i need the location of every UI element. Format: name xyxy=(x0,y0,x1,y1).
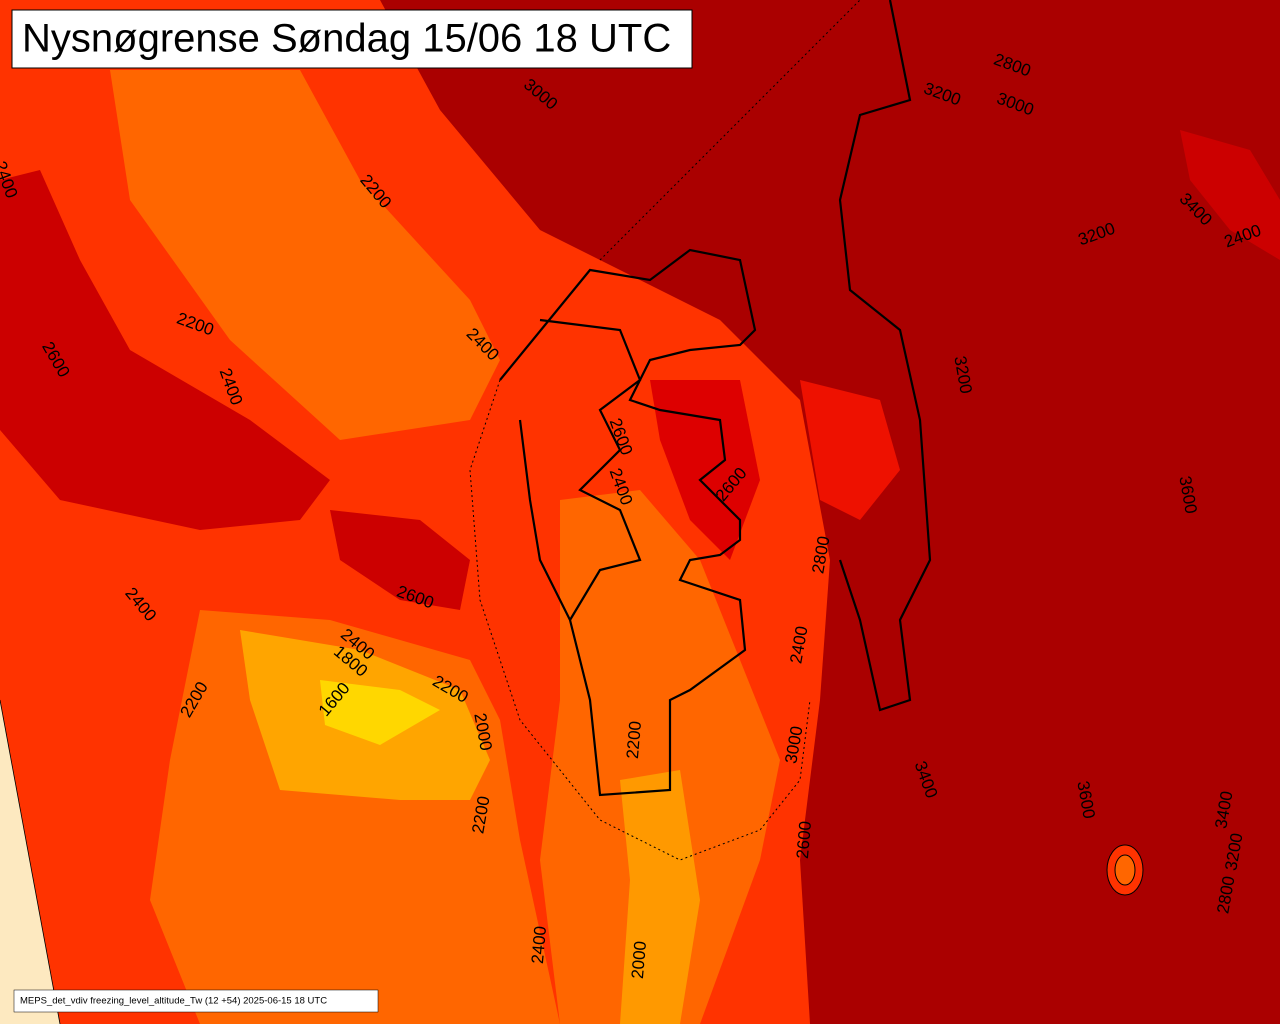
map-title: Nysnøgrense Søndag 15/06 18 UTC xyxy=(22,17,671,61)
domain-edge xyxy=(0,699,61,1024)
border-line xyxy=(539,318,642,621)
zone-light-orange xyxy=(620,770,700,1024)
zone-orange xyxy=(110,70,500,440)
border-line xyxy=(499,248,757,797)
zone-mid-red xyxy=(650,380,760,560)
zone-dark-red xyxy=(380,0,1280,1024)
contour-label: 2200 xyxy=(623,720,645,759)
contour-label: 2400 xyxy=(528,925,550,964)
coast-line xyxy=(599,0,861,261)
footer-box xyxy=(13,989,379,1013)
zone-mid-red xyxy=(800,380,900,520)
zone-red xyxy=(330,510,470,610)
border-line xyxy=(838,0,932,712)
zone-red xyxy=(0,170,330,530)
contour-label: 2000 xyxy=(628,940,650,979)
contour-label: 2600 xyxy=(793,820,815,859)
footer-text: MEPS_det_vdiv freezing_level_altitude_Tw… xyxy=(20,996,327,1007)
zone-yellow xyxy=(320,680,440,745)
contour-spot xyxy=(1114,854,1136,886)
zone-red xyxy=(1180,130,1280,260)
zone-orange xyxy=(540,490,780,1024)
title-box xyxy=(11,9,693,69)
